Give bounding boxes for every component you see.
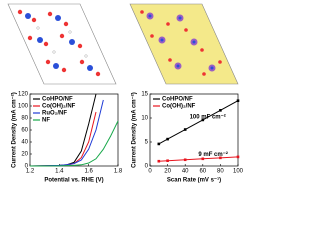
data-point xyxy=(201,157,205,161)
legend-label: Co(OH)₂/NF xyxy=(42,104,76,110)
x-tick-label: 80 xyxy=(217,169,224,175)
x-tick-label: 100 xyxy=(233,169,244,175)
y-tick-label: 5 xyxy=(145,140,149,146)
plot-frame xyxy=(149,93,239,167)
x-tick-label: 60 xyxy=(199,169,206,175)
structure-right xyxy=(129,3,239,85)
data-point xyxy=(166,159,169,163)
annotation: 100 mF cm⁻² xyxy=(190,114,226,121)
y-axis-label: Current Density (mA cm⁻²) xyxy=(131,92,138,168)
legend-label: Co(OH)₂/NF xyxy=(162,104,196,110)
y-tick-label: 80 xyxy=(21,116,28,122)
y-axis-label: Current Density (mA cm⁻²) xyxy=(11,92,18,168)
data-point xyxy=(157,142,161,146)
y-tick-label: 20 xyxy=(21,152,28,158)
data-point xyxy=(157,159,161,163)
series-line xyxy=(158,100,239,145)
x-tick-label: 1.6 xyxy=(84,169,93,175)
x-tick-label: 1.4 xyxy=(55,169,64,175)
y-tick-label: 40 xyxy=(21,140,28,146)
data-point xyxy=(236,155,240,159)
y-tick-label: 0 xyxy=(25,164,29,170)
y-tick-label: 10 xyxy=(141,116,148,122)
y-tick-label: 60 xyxy=(21,128,28,134)
x-axis-label: Potential vs. RHE (V) xyxy=(44,178,103,184)
legend-label: NF xyxy=(42,118,50,124)
x-tick-label: 20 xyxy=(164,169,171,175)
x-tick-label: 1.8 xyxy=(114,169,123,175)
data-point xyxy=(201,118,205,122)
x-tick-label: 40 xyxy=(182,169,189,175)
series-line xyxy=(158,156,239,162)
y-tick-label: 100 xyxy=(18,104,29,110)
data-point xyxy=(236,99,240,103)
x-tick-label: 0 xyxy=(148,169,152,175)
data-point xyxy=(183,128,187,131)
legend-label: CoHPO/NF xyxy=(162,97,193,103)
y-tick-label: 0 xyxy=(145,164,149,170)
data-point xyxy=(183,158,187,162)
legend-label: RuO₂/NF xyxy=(42,111,67,117)
legend-label: CoHPO/NF xyxy=(42,97,73,103)
series-line xyxy=(30,120,119,167)
x-axis-label: Scan Rate (mV s⁻¹) xyxy=(167,177,221,184)
structure-left xyxy=(7,3,117,85)
y-tick-label: 120 xyxy=(18,92,29,98)
annotation: 9 mF cm⁻² xyxy=(198,151,228,158)
data-point xyxy=(166,137,169,141)
data-point xyxy=(219,109,222,112)
data-point xyxy=(219,156,222,160)
x-tick-label: 1.2 xyxy=(26,169,35,175)
y-tick-label: 15 xyxy=(141,92,148,98)
